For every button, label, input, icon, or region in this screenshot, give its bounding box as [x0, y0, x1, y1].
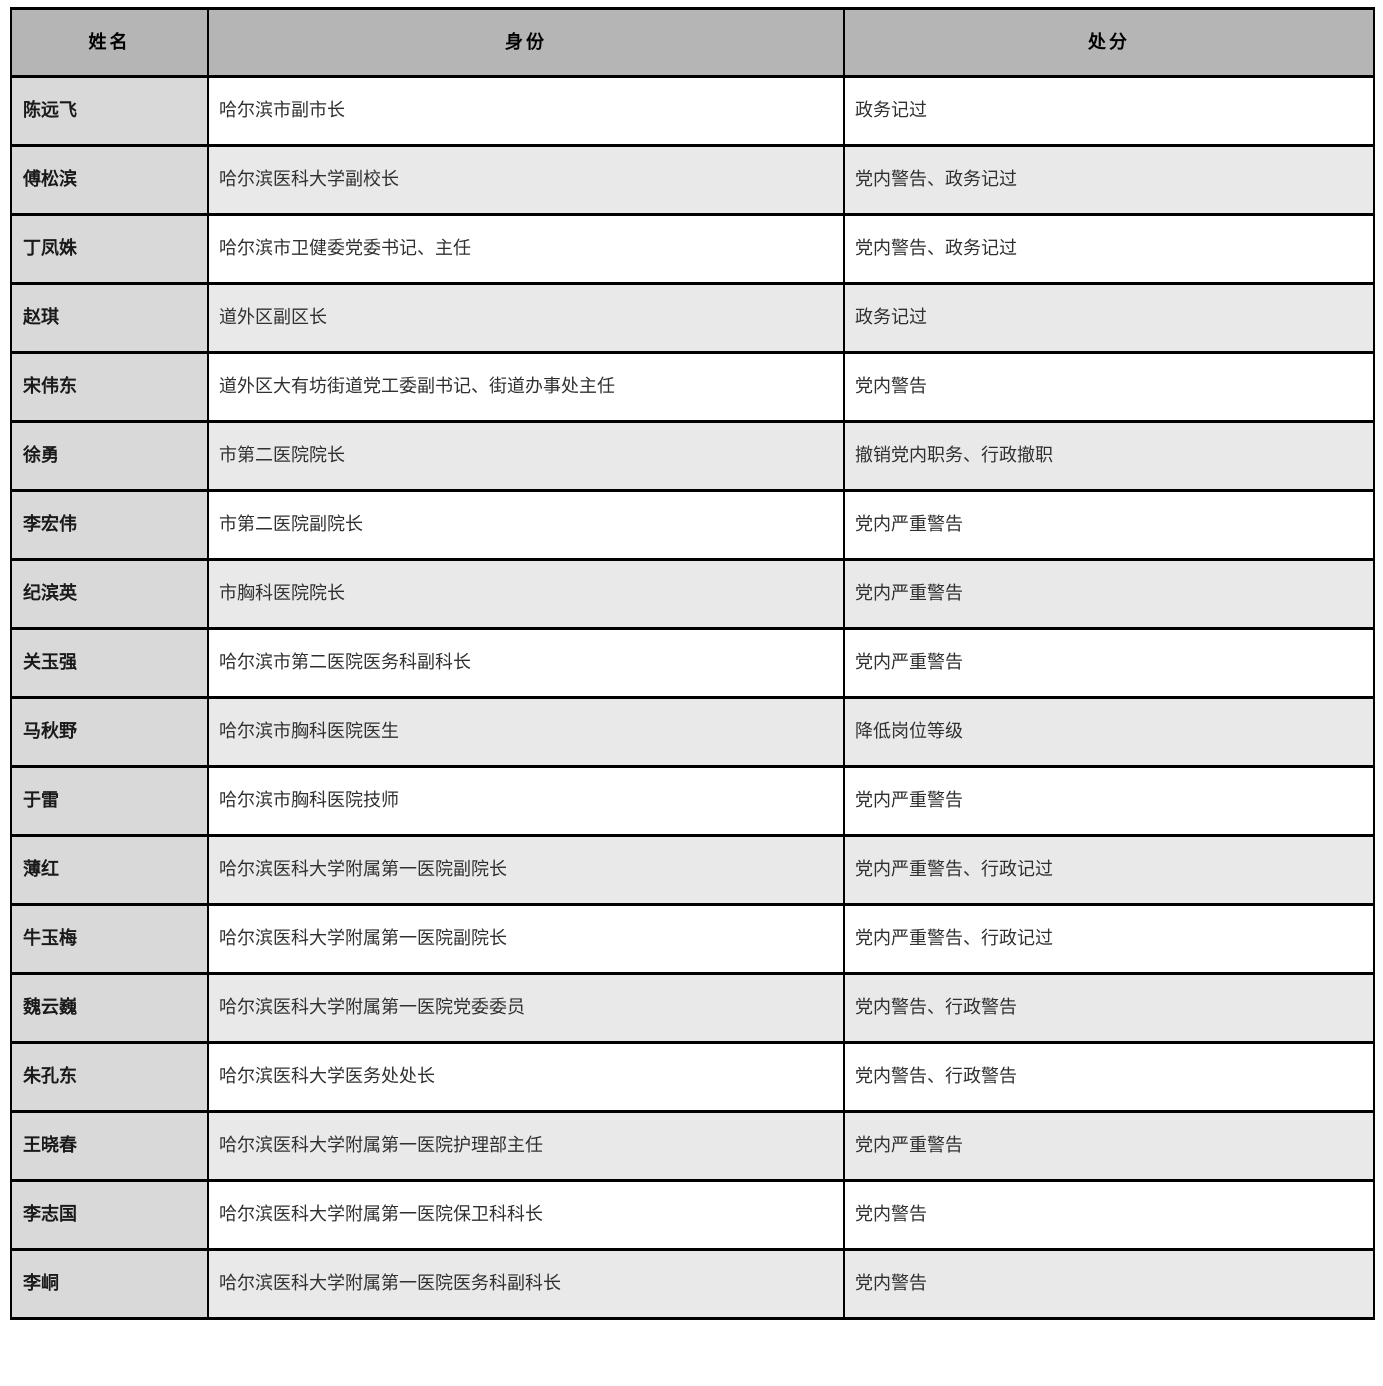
identity-cell: 哈尔滨医科大学附属第一医院副院长	[207, 834, 845, 906]
punishment-cell: 党内严重警告	[843, 558, 1375, 630]
table-row: 牛玉梅 哈尔滨医科大学附属第一医院副院长 党内严重警告、行政记过	[10, 903, 1375, 975]
name-cell: 薄红	[10, 834, 209, 906]
punishment-cell: 党内严重警告	[843, 1110, 1375, 1182]
punishment-cell: 党内警告、政务记过	[843, 144, 1375, 216]
table-row: 李峒 哈尔滨医科大学附属第一医院医务科副科长 党内警告	[10, 1248, 1375, 1320]
punishment-cell: 政务记过	[843, 282, 1375, 354]
name-cell: 关玉强	[10, 627, 209, 699]
identity-cell: 道外区大有坊街道党工委副书记、街道办事处主任	[207, 351, 845, 423]
identity-cell: 哈尔滨市副市长	[207, 75, 845, 147]
name-cell: 陈远飞	[10, 75, 209, 147]
column-header-name: 姓名	[10, 7, 209, 78]
table-row: 李志国 哈尔滨医科大学附属第一医院保卫科科长 党内警告	[10, 1179, 1375, 1251]
identity-cell: 市胸科医院院长	[207, 558, 845, 630]
table-row: 王晓春 哈尔滨医科大学附属第一医院护理部主任 党内严重警告	[10, 1110, 1375, 1182]
name-cell: 李峒	[10, 1248, 209, 1320]
sanctions-table: 姓名 身份 处分 陈远飞 哈尔滨市副市长 政务记过 傅松滨 哈尔滨医科大学副校长 党内警告、政…	[10, 7, 1375, 1320]
table-row: 徐勇 市第二医院院长 撤销党内职务、行政撤职	[10, 420, 1375, 492]
table-row: 马秋野 哈尔滨市胸科医院医生 降低岗位等级	[10, 696, 1375, 768]
name-cell: 宋伟东	[10, 351, 209, 423]
table-row: 于雷 哈尔滨市胸科医院技师 党内严重警告	[10, 765, 1375, 837]
punishment-cell: 党内警告、行政警告	[843, 1041, 1375, 1113]
identity-cell: 市第二医院副院长	[207, 489, 845, 561]
name-cell: 徐勇	[10, 420, 209, 492]
identity-cell: 哈尔滨医科大学附属第一医院医务科副科长	[207, 1248, 845, 1320]
identity-cell: 市第二医院院长	[207, 420, 845, 492]
punishment-cell: 党内严重警告	[843, 627, 1375, 699]
table-row: 魏云巍 哈尔滨医科大学附属第一医院党委委员 党内警告、行政警告	[10, 972, 1375, 1044]
identity-cell: 哈尔滨医科大学医务处处长	[207, 1041, 845, 1113]
punishment-cell: 撤销党内职务、行政撤职	[843, 420, 1375, 492]
table-row: 李宏伟 市第二医院副院长 党内严重警告	[10, 489, 1375, 561]
name-cell: 王晓春	[10, 1110, 209, 1182]
table-row: 傅松滨 哈尔滨医科大学副校长 党内警告、政务记过	[10, 144, 1375, 216]
column-header-identity: 身份	[207, 7, 845, 78]
name-cell: 赵琪	[10, 282, 209, 354]
identity-cell: 道外区副区长	[207, 282, 845, 354]
table-row: 朱孔东 哈尔滨医科大学医务处处长 党内警告、行政警告	[10, 1041, 1375, 1113]
table-body: 陈远飞 哈尔滨市副市长 政务记过 傅松滨 哈尔滨医科大学副校长 党内警告、政务记过 丁凤姝哈…	[10, 75, 1375, 1320]
identity-cell: 哈尔滨市胸科医院技师	[207, 765, 845, 837]
identity-cell: 哈尔滨医科大学附属第一医院副院长	[207, 903, 845, 975]
name-cell: 傅松滨	[10, 144, 209, 216]
name-cell: 马秋野	[10, 696, 209, 768]
identity-cell: 哈尔滨医科大学副校长	[207, 144, 845, 216]
identity-cell: 哈尔滨市胸科医院医生	[207, 696, 845, 768]
punishment-cell: 党内警告	[843, 1248, 1375, 1320]
table-row: 薄红 哈尔滨医科大学附属第一医院副院长 党内严重警告、行政记过	[10, 834, 1375, 906]
punishment-cell: 党内警告、行政警告	[843, 972, 1375, 1044]
header-row: 姓名 身份 处分	[10, 7, 1375, 78]
table-row: 宋伟东 道外区大有坊街道党工委副书记、街道办事处主任 党内警告	[10, 351, 1375, 423]
punishment-cell: 党内严重警告	[843, 489, 1375, 561]
table-row: 关玉强 哈尔滨市第二医院医务科副科长 党内严重警告	[10, 627, 1375, 699]
name-cell: 李宏伟	[10, 489, 209, 561]
name-cell: 纪滨英	[10, 558, 209, 630]
punishment-cell: 党内严重警告、行政记过	[843, 834, 1375, 906]
punishment-cell: 党内警告、政务记过	[843, 213, 1375, 285]
name-cell: 魏云巍	[10, 972, 209, 1044]
name-cell: 于雷	[10, 765, 209, 837]
name-cell: 李志国	[10, 1179, 209, 1251]
identity-cell: 哈尔滨市卫健委党委书记、主任	[207, 213, 845, 285]
punishment-cell: 降低岗位等级	[843, 696, 1375, 768]
table-row: 纪滨英 市胸科医院院长 党内严重警告	[10, 558, 1375, 630]
name-cell: 牛玉梅	[10, 903, 209, 975]
punishment-cell: 政务记过	[843, 75, 1375, 147]
identity-cell: 哈尔滨医科大学附属第一医院保卫科科长	[207, 1179, 845, 1251]
identity-cell: 哈尔滨医科大学附属第一医院党委委员	[207, 972, 845, 1044]
identity-cell: 哈尔滨医科大学附属第一医院护理部主任	[207, 1110, 845, 1182]
column-header-punishment: 处分	[843, 7, 1375, 78]
table-row: 陈远飞 哈尔滨市副市长 政务记过	[10, 75, 1375, 147]
table-container: 姓名 身份 处分 陈远飞 哈尔滨市副市长 政务记过 傅松滨 哈尔滨医科大学副校长 党内警告、政…	[10, 7, 1375, 1320]
punishment-cell: 党内严重警告	[843, 765, 1375, 837]
table-row: 丁凤姝 哈尔滨市卫健委党委书记、主任 党内警告、政务记过	[10, 213, 1375, 285]
punishment-cell: 党内警告	[843, 351, 1375, 423]
punishment-cell: 党内严重警告、行政记过	[843, 903, 1375, 975]
punishment-cell: 党内警告	[843, 1179, 1375, 1251]
name-cell: 丁凤姝	[10, 213, 209, 285]
identity-cell: 哈尔滨市第二医院医务科副科长	[207, 627, 845, 699]
table-row: 赵琪 道外区副区长 政务记过	[10, 282, 1375, 354]
name-cell: 朱孔东	[10, 1041, 209, 1113]
